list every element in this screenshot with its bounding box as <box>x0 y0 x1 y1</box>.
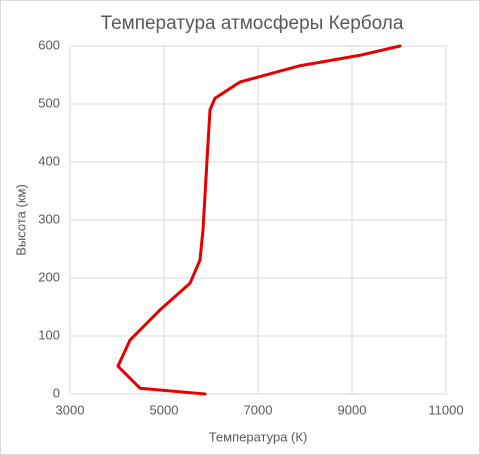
y-tick-label: 0 <box>53 385 60 400</box>
x-tick-label: 7000 <box>244 402 273 417</box>
chart-title: Температура атмосферы Кербола <box>101 13 404 34</box>
y-tick-label: 300 <box>38 211 60 226</box>
y-axis-label: Высота (км) <box>13 184 28 256</box>
y-tick-label: 400 <box>38 153 60 168</box>
x-tick-label: 5000 <box>150 402 179 417</box>
x-tick-label: 3000 <box>56 402 85 417</box>
x-axis-label: Температура (К) <box>209 429 308 444</box>
y-tick-label: 500 <box>38 95 60 110</box>
y-tick-label: 100 <box>38 327 60 342</box>
y-tick-label: 600 <box>38 37 60 52</box>
data-line <box>116 44 402 396</box>
x-tick-label: 9000 <box>338 402 367 417</box>
x-tick-label: 11000 <box>428 402 463 417</box>
y-tick-label: 200 <box>38 269 60 284</box>
